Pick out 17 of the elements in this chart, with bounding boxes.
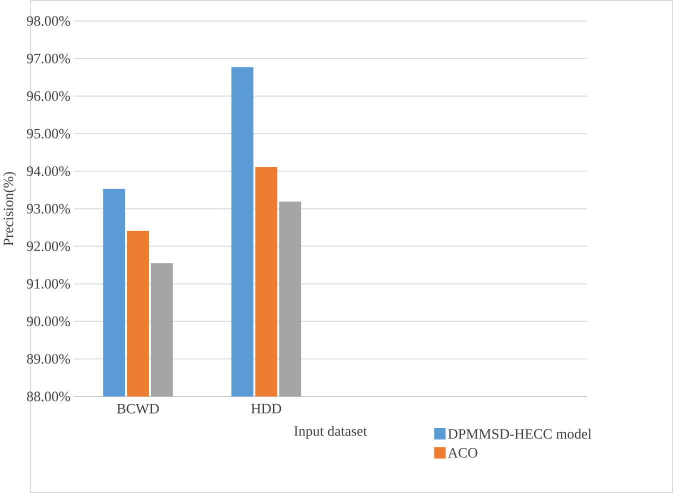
y-axis-title: Precision(%) <box>3 172 16 246</box>
x-axis-title: Input dataset <box>294 426 367 439</box>
y-tick-label: 91.00% <box>26 279 70 289</box>
y-tick-label: 97.00% <box>26 54 70 64</box>
y-tick-label: 96.00% <box>26 91 70 101</box>
x-tick-label: HDD <box>251 404 282 414</box>
y-tick-label: 95.00% <box>26 128 70 139</box>
y-tick-label: 94.00% <box>26 166 70 176</box>
y-tick-label: 98.00% <box>26 16 70 26</box>
y-tick-label: 88.00% <box>27 392 70 402</box>
y-tick-label: 92.00% <box>26 241 70 252</box>
y-tick-label: 90.00% <box>26 316 70 326</box>
y-tick-label: 93.00% <box>26 204 70 214</box>
x-tick-label: BCWD <box>116 404 159 414</box>
y-tick-label: 89.00% <box>27 354 70 364</box>
legend-label: DPMMSD-HECC model <box>448 428 592 439</box>
legend-label: ACO <box>448 448 478 458</box>
